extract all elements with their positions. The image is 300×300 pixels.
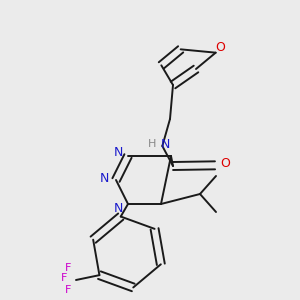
Text: N: N	[99, 172, 109, 184]
Text: F: F	[65, 285, 71, 295]
Text: N: N	[160, 137, 170, 151]
Text: F: F	[61, 273, 67, 283]
Text: N: N	[113, 146, 123, 160]
Text: N: N	[113, 202, 123, 215]
Text: O: O	[216, 41, 226, 54]
Text: F: F	[65, 263, 71, 273]
Text: H: H	[148, 139, 157, 149]
Text: O: O	[220, 157, 230, 170]
